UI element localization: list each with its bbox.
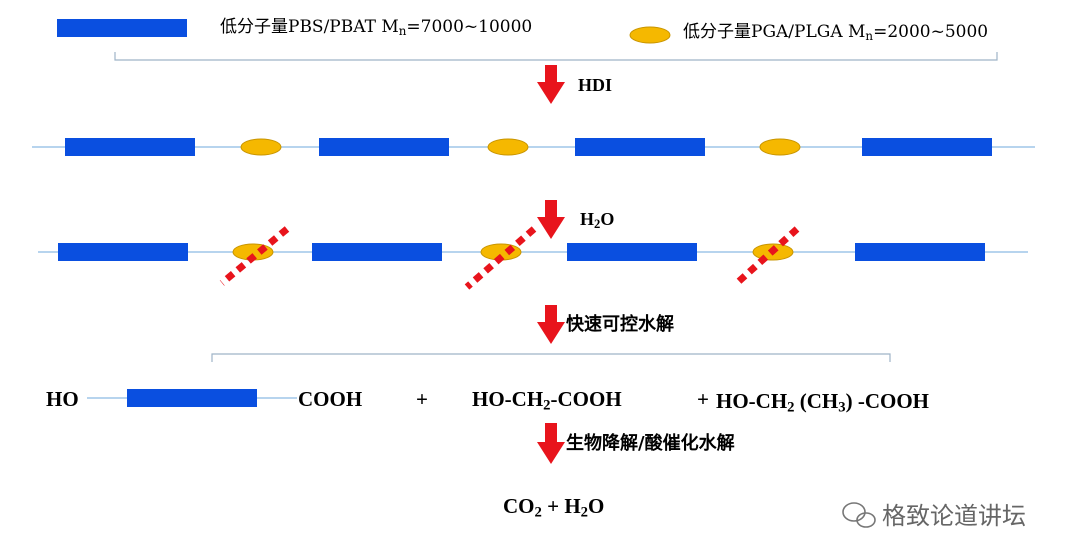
hydrolysis-block-2 (312, 243, 442, 261)
lactic-sub-2: 3 (838, 399, 846, 416)
cleavage-line-1 (219, 226, 290, 286)
copolymer-block-4 (862, 138, 992, 156)
final-co-sub: 2 (534, 504, 542, 521)
product-ho: HO (46, 387, 79, 411)
legend-label-pga-plga: 低分子量PGA/PLGA Mn=2000~5000 (683, 22, 989, 43)
final-h: H (564, 494, 581, 518)
glycolic-sub: 2 (543, 397, 551, 414)
hydrolysis-block-1 (58, 243, 188, 261)
copolymer-ellipse-2 (487, 138, 529, 156)
final-o: O (588, 494, 605, 518)
arrow-biodegradation (537, 423, 565, 464)
legend-pga-plga-text: 低分子量PGA/PLGA M (683, 22, 866, 42)
legend-bracket (114, 52, 998, 61)
glycolic-part-b: -COOH (550, 387, 622, 411)
final-products: CO2 + H2O (503, 494, 605, 521)
copolymer-ellipse-1 (240, 138, 282, 156)
copolymer-block-1 (65, 138, 195, 156)
legend-pbs-pbat-range: =7000~10000 (406, 17, 533, 37)
step-label-hdi: HDI (578, 75, 613, 95)
copolymer-block-3 (575, 138, 705, 156)
lactic-part-a: HO-CH (716, 389, 788, 413)
copolymer-block-2 (319, 138, 449, 156)
legend-pbs-pbat-text: 低分子量PBS/PBAT M (220, 17, 399, 37)
product-plus-1: + (416, 387, 428, 411)
lactic-part-c: ) -COOH (845, 389, 930, 413)
legend-pga-plga-sub: n (865, 28, 874, 43)
watermark: 格致论道讲坛 (882, 502, 1026, 530)
product-cooh: COOH (298, 387, 363, 411)
step-label-biodegradation: 生物降解/酸催化水解 (566, 433, 735, 454)
legend-label-pbs-pbat: 低分子量PBS/PBAT Mn=7000~10000 (220, 17, 533, 38)
step-h2o-o: O (600, 209, 615, 229)
arrow-rapid-hydrolysis (537, 305, 565, 344)
product-plus-2: + (697, 387, 709, 411)
step-label-h2o: H2O (580, 209, 615, 232)
hydrolysis-block-4 (855, 243, 985, 261)
lactic-part-b: (CH (794, 389, 839, 413)
copolymer-ellipse-3 (759, 138, 801, 156)
lactic-sub-1: 2 (787, 399, 795, 416)
products-bracket (211, 353, 891, 362)
final-co: CO (503, 494, 535, 518)
product-lactic-acid: HO-CH2 (CH3) -COOH (716, 389, 930, 416)
hydrolysis-block-3 (567, 243, 697, 261)
legend-pbs-pbat-sub: n (398, 23, 407, 38)
step-h2o-sub: 2 (594, 217, 601, 232)
step-h2o-h: H (580, 209, 595, 229)
arrow-hdi (537, 65, 565, 104)
cleavage-line-2 (464, 226, 537, 290)
legend-pga-plga-range: =2000~5000 (873, 22, 989, 42)
arrow-h2o (537, 200, 565, 239)
wechat-icon (842, 502, 876, 528)
product-glycolic-acid: HO-CH2-COOH (472, 387, 622, 414)
product-oligomer-block (127, 389, 257, 407)
final-plus: + (541, 494, 565, 518)
step-label-rapid-hydrolysis: 快速可控水解 (566, 314, 674, 335)
final-h-sub: 2 (580, 504, 588, 521)
legend-ellipse-pga-plga (629, 26, 671, 44)
glycolic-part-a: HO-CH (472, 387, 544, 411)
legend-block-pbs-pbat (57, 19, 187, 37)
